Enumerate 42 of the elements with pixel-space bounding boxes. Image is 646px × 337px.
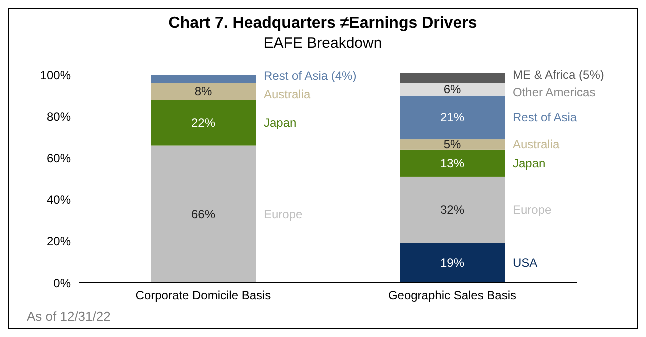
series-label: Rest of Asia <box>513 110 578 125</box>
series-label: Other Americas <box>513 86 596 100</box>
data-label: 13% <box>440 156 465 170</box>
x-tick-label: Geographic Sales Basis <box>388 288 517 303</box>
bar <box>400 243 505 283</box>
data-label: 22% <box>191 116 216 130</box>
text: Rest of Asia (4%) <box>264 69 357 84</box>
series-label: Australia <box>264 88 312 102</box>
data-label: 32% <box>440 203 465 218</box>
series-label: Europe <box>264 207 304 222</box>
y-tick-label: 80% <box>46 110 72 124</box>
bar <box>151 100 256 146</box>
y-tick-label: 0% <box>54 276 72 290</box>
text: As of 12/31/22 <box>27 309 111 324</box>
series-label: Japan <box>264 116 297 130</box>
data-label: 66% <box>191 207 216 222</box>
bar <box>151 83 256 100</box>
bar <box>151 146 256 283</box>
text: ME & Africa (5%) <box>513 68 604 82</box>
data-label: 21% <box>440 110 465 125</box>
bar <box>400 96 505 140</box>
y-tick-label: 20% <box>46 234 72 249</box>
chart-title: Chart 7. Headquarters ≠Earnings Drivers <box>168 15 478 33</box>
bar <box>400 176 505 244</box>
bar <box>400 140 505 150</box>
y-tick-label: 40% <box>46 193 72 208</box>
bar <box>400 83 505 96</box>
series-label: USA <box>513 256 538 270</box>
data-label: 8% <box>194 84 212 99</box>
x-tick-label: Corporate Domicile Basis <box>136 288 272 303</box>
data-label: 6% <box>444 82 462 97</box>
text: Japan <box>513 156 546 170</box>
text: Europe <box>513 203 552 218</box>
chart-subtitle: EAFE Breakdown <box>262 35 384 52</box>
bar <box>151 75 256 84</box>
bar <box>400 73 505 84</box>
data-label: 5% <box>444 138 462 152</box>
y-tick-label: 60% <box>46 152 72 166</box>
text: Australia <box>513 138 560 152</box>
bar <box>400 150 505 177</box>
y-tick-label: 100% <box>40 68 72 82</box>
data-label: 19% <box>440 256 465 270</box>
